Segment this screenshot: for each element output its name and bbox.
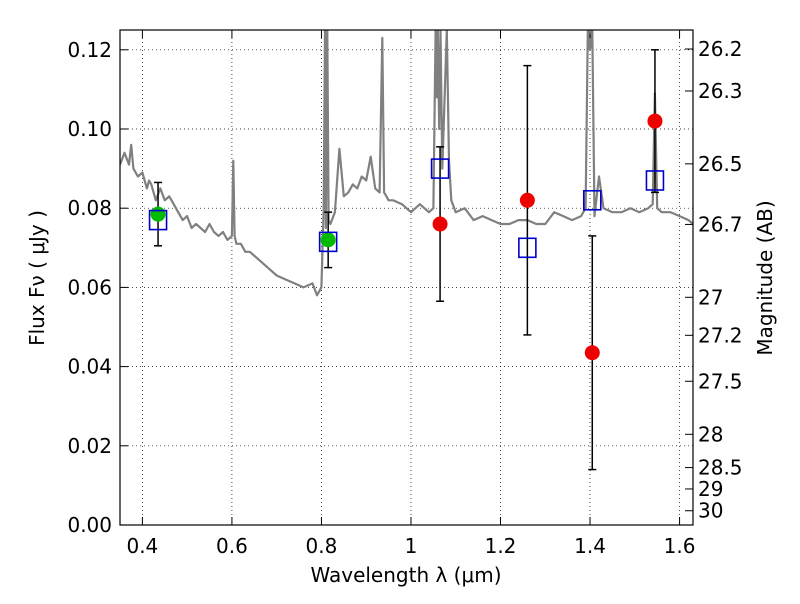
y-tick-label: 0.08 xyxy=(67,196,112,220)
plot-clip-group xyxy=(120,30,693,471)
plot-area xyxy=(120,30,693,471)
x-tick-label: 1 xyxy=(405,534,418,558)
red-data-point xyxy=(584,345,600,361)
y-tick-label: 0.04 xyxy=(67,355,112,379)
axis-ticks: 0.4 0.6 0.8 1 1.2 1.4 1.6 0.00 0.02 0.04 0.06 0.08 0… xyxy=(67,30,743,558)
x-tick-label: 0.4 xyxy=(126,534,158,558)
y2-tick-label: 30 xyxy=(698,499,723,523)
x-tick-label: 0.8 xyxy=(306,534,338,558)
red-data-point xyxy=(519,192,535,208)
y2-tick-label: 27.5 xyxy=(698,369,743,393)
y2-tick-label: 26.5 xyxy=(698,152,743,176)
y2-tick-label: 26.7 xyxy=(698,212,743,236)
x-tick-label: 1.4 xyxy=(574,534,606,558)
model-spectrum-line xyxy=(120,30,693,297)
y2-tick-label: 27.2 xyxy=(698,323,743,347)
model-photometry-square xyxy=(582,189,602,211)
green-data-point xyxy=(320,232,336,248)
y2-tick-label: 28 xyxy=(698,422,723,446)
y-tick-label: 0.12 xyxy=(67,38,112,62)
y-tick-label: 0.06 xyxy=(67,275,112,299)
x-axis-title: Wavelength λ (μm) xyxy=(310,563,501,587)
y2-tick-label: 26.3 xyxy=(698,79,743,103)
y2-tick-label: 28.5 xyxy=(698,456,743,480)
red-data-point xyxy=(432,216,448,232)
y2-tick-label: 27 xyxy=(698,285,723,309)
axes-frame xyxy=(119,29,694,526)
green-data-point xyxy=(150,206,166,222)
model-photometry-square xyxy=(430,158,450,179)
y2-axis-title: Magnitude (AB) xyxy=(753,200,777,355)
x-tick-label: 0.6 xyxy=(216,534,248,558)
model-photometry-square xyxy=(148,209,168,231)
model-photometry-square xyxy=(318,231,338,253)
y-tick-label: 0.10 xyxy=(67,117,112,141)
x-tick-label: 1.6 xyxy=(664,534,696,558)
y-tick-label: 0.02 xyxy=(67,434,112,458)
red-data-point xyxy=(647,113,663,129)
y-axis-title: Flux Fν ( μJy ) xyxy=(25,210,49,346)
model-photometry-square xyxy=(645,170,665,191)
y-tick-label: 0.00 xyxy=(67,513,112,537)
model-photometry-square xyxy=(518,237,537,259)
x-tick-label: 1.2 xyxy=(485,534,517,558)
y2-tick-label: 26.2 xyxy=(698,37,743,61)
grid-lines xyxy=(120,30,693,526)
y2-tick-label: 29 xyxy=(698,477,723,501)
